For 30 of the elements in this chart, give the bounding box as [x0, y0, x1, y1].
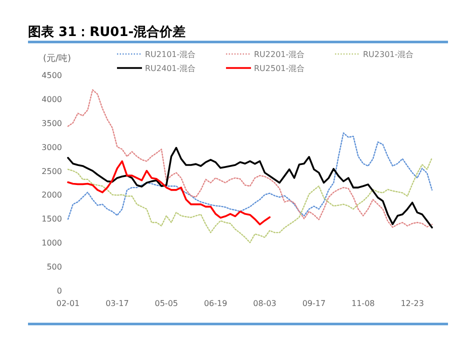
- legend-label: RU2401-混合: [145, 64, 196, 73]
- line-series: [67, 146, 433, 228]
- legend-label: RU2101-混合: [145, 50, 196, 59]
- y-tick-label: 2500: [42, 166, 62, 176]
- x-tick-label: 12-23: [400, 299, 424, 308]
- x-tick-label: 11-08: [352, 299, 375, 308]
- x-tick-label: 02-01: [56, 299, 80, 308]
- x-tick-label: 08-03: [253, 299, 276, 308]
- legend-label: RU2201-混合: [254, 50, 305, 59]
- y-axis-title: (元/吨): [43, 53, 72, 64]
- chart-title: 图表 31：RU01-混合价差: [28, 24, 186, 40]
- y-tick-label: 500: [46, 262, 62, 272]
- y-tick-label: 2000: [42, 190, 62, 200]
- line-series: [67, 132, 433, 220]
- y-tick-label: 3000: [42, 142, 62, 152]
- y-tick-label: 4000: [42, 94, 62, 104]
- line-series: [67, 89, 433, 228]
- y-tick-label: 4500: [42, 71, 62, 80]
- x-tick-label: 09-17: [302, 299, 326, 308]
- x-tick-label: 06-19: [204, 299, 228, 308]
- y-tick-label: 1000: [42, 238, 62, 248]
- x-tick-label: 05-05: [154, 299, 178, 308]
- x-tick-label: 03-17: [106, 299, 129, 308]
- y-tick-label: 1500: [42, 214, 62, 224]
- legend-label: RU2501-混合: [254, 64, 305, 73]
- y-tick-label: 3500: [42, 118, 62, 128]
- y-tick-label: 0: [56, 286, 62, 296]
- line-series: [67, 157, 433, 244]
- line-series: [67, 160, 271, 226]
- legend-label: RU2301-混合: [363, 50, 414, 59]
